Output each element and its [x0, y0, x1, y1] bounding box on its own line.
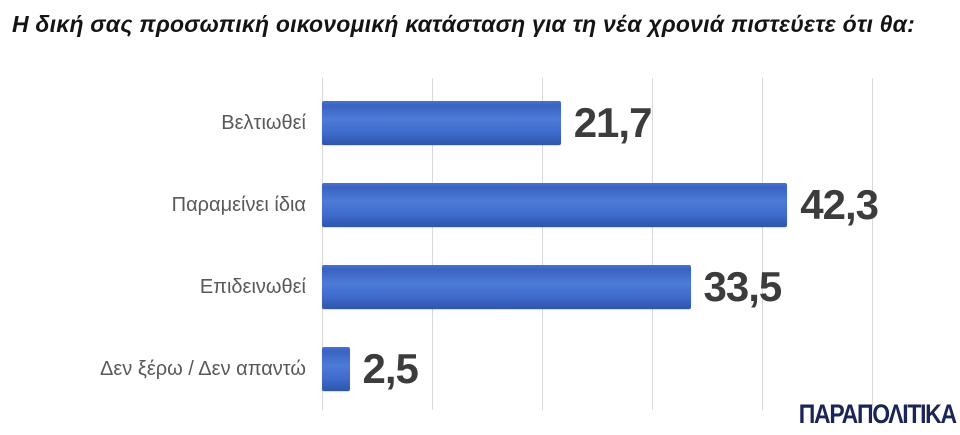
bar — [322, 347, 350, 391]
value-label: 33,5 — [703, 263, 783, 310]
plot-area: Βελτιωθεί 21,7 Παραμείνει ίδια 42,3 Επιδεινω… — [0, 78, 960, 410]
bar — [322, 101, 561, 145]
category-label: Δεν ξέρω / Δεν απαντώ — [100, 358, 306, 380]
category-label: Παραμείνει ίδια — [171, 194, 306, 216]
bar-row: Βελτιωθεί 21,7 — [0, 82, 960, 164]
gridline — [652, 78, 653, 410]
gridline — [762, 78, 763, 410]
bar-row: Παραμείνει ίδια 42,3 — [0, 164, 960, 246]
value-label: 42,3 — [800, 181, 879, 228]
chart-title: Η δική σας προσωπική οικονομική κατάστασ… — [12, 11, 915, 37]
value-label: 21,7 — [573, 99, 653, 146]
bar-row: Επιδεινωθεί 33,5 — [0, 246, 960, 328]
bar-rows: Βελτιωθεί 21,7 Παραμείνει ίδια 42,3 Επιδεινω… — [0, 82, 960, 410]
bar — [322, 265, 691, 309]
gridline — [432, 78, 433, 410]
gridlines — [322, 78, 922, 410]
value-label: 2,5 — [362, 345, 419, 392]
bar-row: Δεν ξέρω / Δεν απαντώ 2,5 — [0, 328, 960, 410]
gridline — [322, 78, 323, 410]
brand-logo: ΠΑΡΑΠΟΛΙΤΙΚΑ — [798, 399, 957, 429]
category-label: Επιδεινωθεί — [199, 276, 306, 298]
category-label: Βελτιωθεί — [221, 112, 306, 134]
gridline — [542, 78, 543, 410]
gridline — [872, 78, 873, 410]
bar — [322, 183, 788, 227]
